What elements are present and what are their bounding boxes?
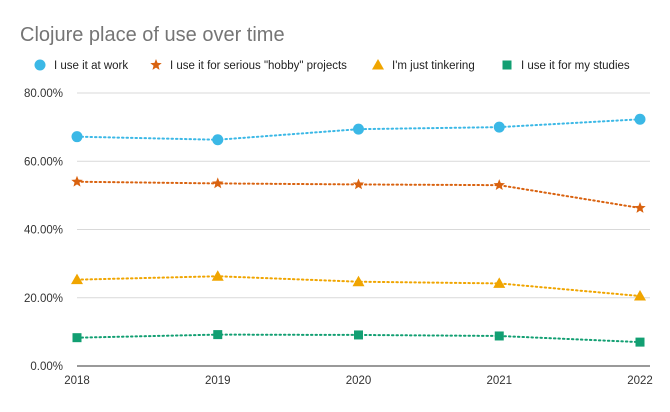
data-point <box>493 121 505 133</box>
chart-gridlines <box>77 92 650 367</box>
x-tick-label: 2018 <box>64 375 90 387</box>
data-point <box>634 290 646 301</box>
legend-marker <box>150 59 162 70</box>
y-tick-label: 0.00% <box>30 361 63 373</box>
chart-series <box>71 113 646 347</box>
legend-marker <box>372 59 384 70</box>
legend-label: I use it for serious "hobby" projects <box>170 60 347 72</box>
series-line <box>76 275 641 298</box>
legend-item: I use it for my studies <box>502 60 630 72</box>
series-line <box>76 118 641 141</box>
data-point <box>213 330 223 340</box>
legend-item: I use it at work <box>34 59 128 72</box>
data-point <box>493 277 506 288</box>
series-line <box>76 333 641 344</box>
legend-label: I'm just tinkering <box>392 60 475 72</box>
data-point <box>634 113 646 125</box>
y-tick-label: 60.00% <box>24 156 63 168</box>
series-group <box>72 330 645 347</box>
data-point <box>212 134 224 146</box>
legend-marker <box>502 60 512 70</box>
data-point <box>212 177 224 189</box>
legend-item: I use it for serious "hobby" projects <box>150 59 347 72</box>
x-tick-label: 2019 <box>205 375 231 387</box>
legend-marker <box>34 59 46 71</box>
data-point <box>71 131 83 143</box>
x-tick-label: 2020 <box>346 375 372 387</box>
data-point <box>72 333 82 343</box>
y-tick-label: 20.00% <box>24 293 63 305</box>
legend-label: I use it at work <box>54 60 128 72</box>
y-tick-label: 40.00% <box>24 225 63 237</box>
y-tick-label: 80.00% <box>24 88 63 100</box>
x-tick-label: 2021 <box>486 375 512 387</box>
legend-item: I'm just tinkering <box>372 59 475 72</box>
series-group <box>71 113 646 146</box>
data-point <box>634 202 646 213</box>
legend-label: I use it for my studies <box>521 60 630 72</box>
data-point <box>635 337 645 347</box>
data-point <box>71 175 83 187</box>
x-tick-label: 2022 <box>627 375 653 387</box>
data-point <box>493 179 505 190</box>
y-axis: 0.00% 20.00% 40.00% 60.00% 80.00% <box>24 88 63 373</box>
data-point <box>354 330 363 340</box>
data-point <box>352 178 365 190</box>
x-axis: 2018 2019 2020 2021 2022 <box>64 375 653 387</box>
data-point <box>211 270 224 281</box>
data-point <box>71 273 83 285</box>
series-group <box>71 175 646 213</box>
chart-title: Clojure place of use over time <box>20 24 285 46</box>
series-line <box>76 180 641 209</box>
chart-legend: I use it at work I use it for serious "ho… <box>34 59 630 72</box>
data-point <box>494 331 504 341</box>
data-point <box>352 275 365 287</box>
data-point <box>353 123 364 135</box>
series-group <box>71 270 646 301</box>
